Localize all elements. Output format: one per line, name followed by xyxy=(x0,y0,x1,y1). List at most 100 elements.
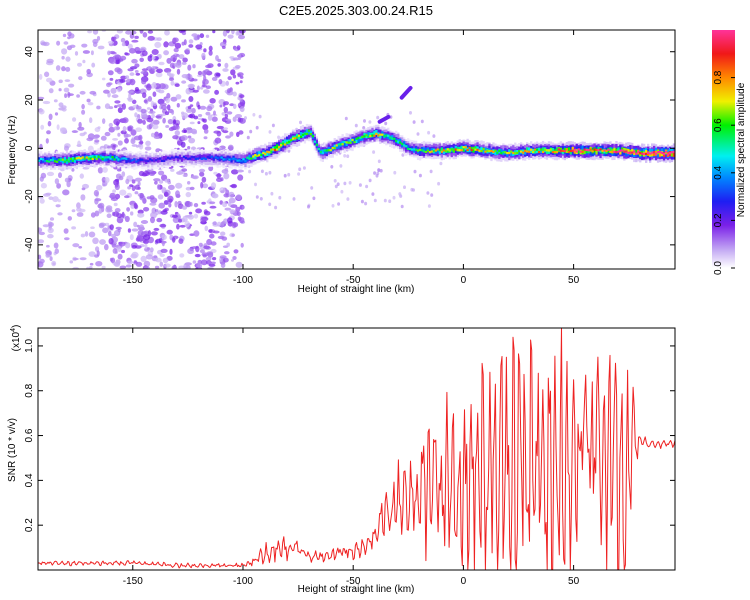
spectrogram-noise-blob xyxy=(111,51,117,55)
spectrogram-noise-blob xyxy=(187,214,194,220)
spectrogram-ridge-cell xyxy=(297,135,301,140)
spectrogram-ridge-cell xyxy=(194,157,198,160)
spectrogram-ridge-cell xyxy=(339,143,342,146)
spectrogram-ridge-cell xyxy=(537,150,541,154)
spectrogram-noise-blob xyxy=(383,198,387,203)
spectrogram-noise-blob xyxy=(107,70,114,76)
spectrogram-noise-blob xyxy=(197,121,201,125)
spectrogram-ridge-cell xyxy=(341,143,344,146)
spectrogram-ridge-cell xyxy=(321,149,325,155)
spectrogram-noise-blob xyxy=(162,117,166,124)
spectrogram-noise-blob xyxy=(125,264,132,268)
spectrogram-noise-blob xyxy=(192,175,199,180)
spectrogram-noise-blob xyxy=(238,53,242,61)
spectrogram-noise-blob xyxy=(149,172,155,177)
spectrogram-noise-blob xyxy=(127,43,133,50)
spectrogram-ridge-cell xyxy=(71,156,75,162)
spectrogram-ridge-cell xyxy=(385,134,388,137)
spectrogram-ridge-cell xyxy=(573,148,576,151)
spectrogram-noise-blob xyxy=(80,194,86,201)
spectrogram-ridge-cell xyxy=(333,144,336,150)
spectrogram-ridge-cell xyxy=(442,149,446,152)
spectrogram-ridge-cell xyxy=(440,147,444,153)
spectrogram-ridge-cell xyxy=(315,143,319,146)
spectrogram-noise-blob xyxy=(274,205,278,210)
spectrogram-noise-blob xyxy=(95,261,103,267)
spectrogram-ridge-cell xyxy=(178,157,182,160)
spectrogram-noise-blob xyxy=(49,256,53,261)
spectrogram-ridge-cell xyxy=(295,136,299,139)
spectrogram-ridge-cell xyxy=(57,158,61,164)
spectrogram-noise-blob xyxy=(158,89,165,94)
spectrogram-noise-blob xyxy=(235,194,242,201)
spectrogram-noise-blob xyxy=(166,57,172,64)
spectrogram-noise-blob xyxy=(48,88,54,94)
spectrogram-ridge-cell xyxy=(428,151,432,154)
spectrogram-noise-blob xyxy=(131,179,136,184)
spectrogram-noise-blob xyxy=(89,262,94,266)
spectrogram-ridge-cell xyxy=(242,158,245,161)
spectrogram-ridge-cell xyxy=(337,143,340,146)
spectrogram-noise-blob xyxy=(150,216,155,224)
spectrogram-noise-blob xyxy=(191,131,198,135)
spectrogram-ridge-cell xyxy=(103,156,106,159)
spectrogram-ridge-cell xyxy=(127,157,130,160)
spectrogram-ridge-cell xyxy=(541,147,545,153)
spectrogram-noise-blob xyxy=(100,135,107,141)
spectrogram-noise-blob xyxy=(232,222,239,228)
spectrogram-noise-blob xyxy=(298,167,302,171)
spectrogram-noise-blob xyxy=(270,191,274,196)
spectrogram-noise-blob xyxy=(166,104,171,111)
spectrogram-ridge-cell xyxy=(176,156,180,159)
spectrogram-noise-blob xyxy=(277,135,281,140)
spectrogram-noise-blob xyxy=(222,201,228,208)
spectrogram-noise-blob xyxy=(131,185,136,192)
spectrogram-ridge-cell xyxy=(93,156,96,159)
spectrogram-ridge-cell xyxy=(163,159,166,162)
spectrogram-noise-blob xyxy=(172,237,176,243)
spectrogram-ridge-cell xyxy=(69,157,73,160)
spectrogram-noise-blob xyxy=(192,260,197,264)
spectrogram-noise-blob xyxy=(202,254,207,258)
spectrogram-ridge-cell xyxy=(44,156,47,162)
spectrogram-noise-blob xyxy=(220,190,225,194)
snr-x-tick-label: -50 xyxy=(346,576,361,587)
spectrogram-noise-blob xyxy=(227,217,233,224)
spectrogram-noise-blob xyxy=(153,227,160,231)
spectrogram-noise-blob xyxy=(81,187,86,191)
spectrogram-noise-blob xyxy=(182,215,188,223)
spectrogram-noise-blob xyxy=(98,202,105,209)
spectrogram-noise-blob xyxy=(158,170,165,176)
spectrogram-ridge-cell xyxy=(131,159,134,162)
spectrogram-ridge-cell xyxy=(250,157,253,160)
spectrogram-ridge-cell xyxy=(343,140,346,144)
spectrogram-noise-blob xyxy=(220,262,226,269)
spectrogram-noise-blob xyxy=(217,58,222,63)
spectrogram-noise-blob xyxy=(142,92,147,99)
spectrogram-ridge-cell xyxy=(454,148,457,151)
spectrogram-noise-blob xyxy=(183,129,187,133)
spectrogram-ridge-cell xyxy=(159,157,162,163)
spectrogram-noise-blob xyxy=(43,193,51,197)
spectrogram-ridge-cell xyxy=(210,155,213,158)
spectrogram-noise-blob xyxy=(54,248,59,254)
spectrogram-noise-blob xyxy=(185,186,192,191)
spectrogram-ridge-cell xyxy=(353,141,356,144)
spectrogram-noise-blob xyxy=(241,205,245,210)
spectrogram-ridge-cell xyxy=(291,137,295,140)
spectrogram-ridge-cell xyxy=(170,156,174,159)
spectrogram-ridge-cell xyxy=(139,158,142,161)
spectrogram-noise-blob xyxy=(170,55,178,62)
spectrogram-noise-blob xyxy=(184,220,190,228)
spectrogram-noise-blob xyxy=(74,51,79,56)
spectrogram-noise-blob xyxy=(116,104,124,108)
spectrogram-ridge-cell xyxy=(202,154,206,160)
spectrogram-noise-blob xyxy=(169,248,173,255)
spectrogram-noise-blob xyxy=(384,121,388,126)
spectrogram-noise-blob xyxy=(155,72,163,78)
spectrogram-noise-blob xyxy=(187,83,195,89)
spectrogram-ridge-cell xyxy=(137,159,140,162)
spectrogram-ridge-cell xyxy=(623,150,626,153)
spectrogram-ridge-cell xyxy=(204,157,207,161)
spectrogram-noise-blob xyxy=(224,207,232,211)
